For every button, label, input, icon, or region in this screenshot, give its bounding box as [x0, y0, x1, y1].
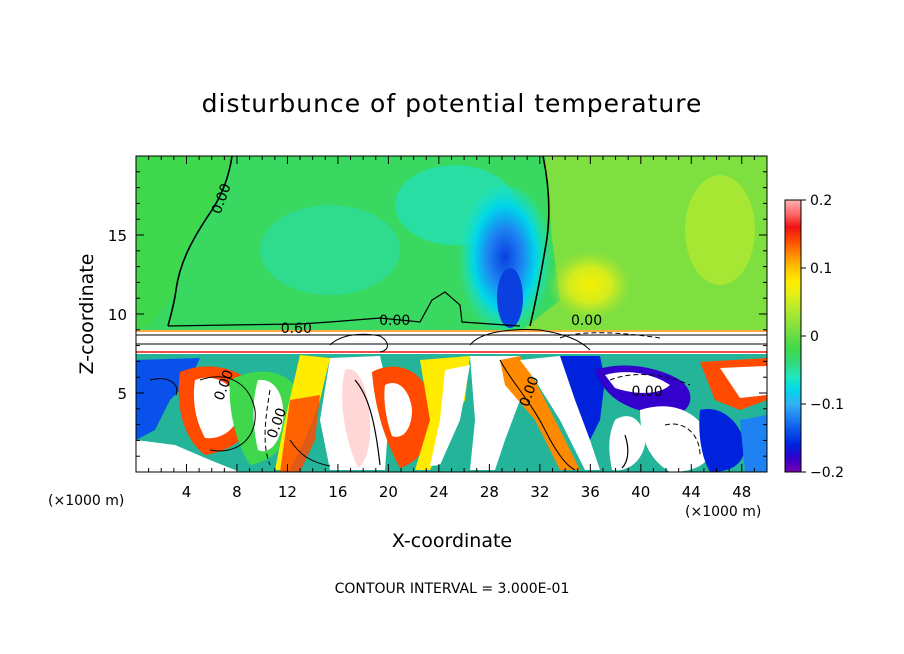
- lower-eddy: [699, 409, 745, 472]
- contour-line: [199, 376, 256, 452]
- contour-line: [559, 332, 661, 339]
- x-tick-label: 28: [480, 483, 499, 501]
- contour-line: [289, 439, 331, 467]
- y-tick-label: 5: [117, 385, 127, 403]
- y-axis-title: Z-coordinate: [76, 254, 98, 375]
- inversion-band: [136, 330, 767, 354]
- blue-plume: [457, 185, 553, 345]
- x-tick-label: 32: [530, 483, 549, 501]
- lower-eddy: [640, 406, 711, 472]
- y-axis: 5 10 15: [108, 171, 767, 457]
- lower-eddy: [740, 415, 767, 472]
- x-tick-label: 36: [581, 483, 600, 501]
- contour-line: [621, 434, 629, 469]
- chart-title: disturbunce of potential temperature: [202, 89, 703, 118]
- y-tick-label: 10: [108, 306, 127, 324]
- x-tick-label: 12: [278, 483, 297, 501]
- upper-field-left-band: [136, 156, 232, 330]
- cool-anomaly-left: [260, 205, 400, 295]
- colorbar-tick-label: 0.2: [810, 193, 832, 209]
- warm-anomaly-right: [685, 175, 755, 285]
- x-tick-label: 20: [379, 483, 398, 501]
- lower-eddy: [720, 366, 767, 398]
- x-tick-label: 8: [232, 483, 242, 501]
- x-tick-label: 40: [631, 483, 650, 501]
- colorbar-gradient: [784, 199, 802, 473]
- y-tick-label: 15: [108, 227, 127, 245]
- contour-line: [529, 156, 550, 327]
- lower-eddy: [605, 372, 670, 393]
- lower-eddy: [253, 379, 284, 452]
- lower-eddy: [500, 356, 580, 470]
- lower-eddy: [136, 440, 240, 472]
- contour-line: [329, 333, 388, 353]
- x-tick-label: 4: [182, 483, 192, 501]
- colorbar-ticks: 0.2 0.1 0 −0.1 −0.2: [801, 193, 844, 481]
- contour-line: [609, 374, 691, 386]
- contour-line: [499, 359, 576, 471]
- x-tick-label: 24: [429, 483, 448, 501]
- colorbar: 0.2 0.1 0 −0.1 −0.2: [784, 193, 844, 481]
- blue-plume-core: [497, 268, 523, 328]
- contour-label: 0.00: [379, 313, 410, 329]
- colorbar-tick-label: −0.1: [810, 397, 844, 413]
- x-tick-label: 16: [328, 483, 347, 501]
- x-tick-label: 48: [732, 483, 751, 501]
- contour-line: [469, 329, 591, 351]
- lower-eddy: [430, 365, 470, 466]
- contour-label: 0.00: [632, 384, 663, 400]
- contour-line: [264, 389, 271, 466]
- x-axis-title: X-coordinate: [392, 530, 512, 552]
- lower-eddy: [193, 377, 240, 439]
- lower-eddy: [520, 356, 600, 470]
- colorbar-tick-label: 0.1: [810, 261, 832, 277]
- colorbar-tick-label: 0: [810, 329, 819, 345]
- contour-label: 0.00: [571, 313, 602, 329]
- lower-eddy: [384, 382, 412, 437]
- x-tick-label: 44: [682, 483, 701, 501]
- x-unit-label: (×1000 m): [685, 504, 761, 520]
- contour-line: [167, 156, 233, 327]
- contour-label: 0.60: [281, 321, 312, 337]
- lower-eddy: [280, 395, 320, 472]
- warm-anomaly: [548, 250, 632, 320]
- colorbar-tick-label: −0.2: [810, 465, 844, 481]
- plot-area: [136, 156, 767, 472]
- contour-line: [354, 379, 381, 466]
- contour-line: [664, 423, 701, 456]
- lower-eddy: [560, 356, 605, 440]
- contour-line: [167, 291, 521, 327]
- y-unit-label: (×1000 m): [48, 493, 124, 509]
- contour-interval-note: CONTOUR INTERVAL = 3.000E-01: [335, 581, 570, 597]
- contour-line: [149, 378, 178, 396]
- x-axis: 4 8 12 16 20 24 28 32 36 40 44 48: [148, 156, 755, 501]
